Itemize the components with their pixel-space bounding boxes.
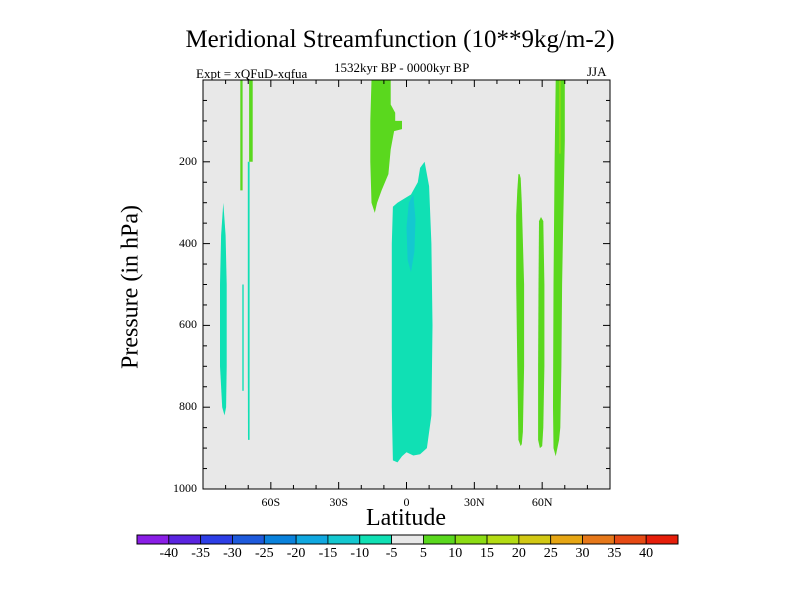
colorbar-label: 20 <box>511 546 526 561</box>
colorbar-label: -10 <box>350 546 370 561</box>
x-tick-label: 60N <box>531 495 553 509</box>
region-tropical-upper-positive <box>370 80 402 213</box>
region-nh-thin-positive <box>559 80 561 154</box>
time-period-label: 1532kyr BP - 0000kyr BP <box>334 60 470 75</box>
colorbar-label: -15 <box>318 546 338 561</box>
x-tick-label: 60S <box>261 495 281 509</box>
y-axis-label: Pressure (in hPa) <box>117 205 144 369</box>
season-label: JJA <box>587 64 607 79</box>
colorbar-frame <box>136 534 679 545</box>
colorbar-label: -5 <box>385 546 398 561</box>
colorbar-box <box>454 534 488 545</box>
y-tick-label: 600 <box>179 317 197 332</box>
y-tick-label: 1000 <box>173 481 197 495</box>
colorbar-box <box>263 534 297 545</box>
experiment-label: Expt = xQFuD-xqfua <box>196 66 308 81</box>
colorbar-box <box>327 534 361 545</box>
y-tick-label: 200 <box>179 153 197 168</box>
colorbar-label: 40 <box>639 546 654 561</box>
colorbar-box <box>645 534 679 545</box>
region-sh-thin-negative-b <box>247 161 250 440</box>
colorbar-label: 30 <box>575 546 590 561</box>
colorbar-label: -25 <box>254 546 274 561</box>
colorbar-box <box>359 534 392 545</box>
colorbar-box <box>136 534 170 545</box>
region-nh-midlat-positive-a <box>516 174 525 447</box>
colorbar-box <box>423 534 456 545</box>
region-nh-midlat-positive-c <box>553 80 565 457</box>
x-tick-label: 30S <box>329 495 348 509</box>
y-tick-label: 800 <box>179 399 197 414</box>
colorbar-label: 25 <box>543 546 558 561</box>
colorbar-label: -30 <box>223 546 242 561</box>
colorbar-box <box>486 534 520 545</box>
colorbar-label: 10 <box>448 546 463 561</box>
x-axis-label: Latitude <box>366 505 446 531</box>
region-sh-highlat-negative <box>220 202 227 416</box>
colorbar-label: -20 <box>286 546 306 561</box>
colorbar-box <box>200 534 233 545</box>
region-tropical-deep-negative <box>391 161 433 463</box>
region-sh-thin-positive-a <box>240 80 243 191</box>
region-nh-midlat-positive-b <box>538 217 545 449</box>
colorbar-label: -40 <box>159 546 179 561</box>
colorbar-box <box>518 534 552 545</box>
colorbar-box <box>168 534 202 545</box>
colorbar-box <box>232 534 265 545</box>
colorbar-label: -35 <box>191 546 210 561</box>
colorbar-box <box>550 534 583 545</box>
region-tropical-inner-negative <box>406 194 416 273</box>
colorbar-box <box>613 534 647 545</box>
colorbar-label: 15 <box>480 546 495 561</box>
x-tick-label: 30N <box>463 495 485 509</box>
y-tick-label: 400 <box>179 235 197 250</box>
x-tick-label: 0 <box>403 495 410 509</box>
chart-title: Meridional Streamfunction (10**9kg/m-2) <box>185 26 615 53</box>
colorbar-box <box>582 534 615 545</box>
region-sh-thin-positive-b <box>249 80 253 162</box>
region-sh-thin-negative-a <box>242 284 244 391</box>
colorbar-box <box>295 534 329 545</box>
colorbar-label: 35 <box>607 546 622 561</box>
colorbar-label: 5 <box>419 546 427 561</box>
colorbar-box <box>391 534 424 545</box>
